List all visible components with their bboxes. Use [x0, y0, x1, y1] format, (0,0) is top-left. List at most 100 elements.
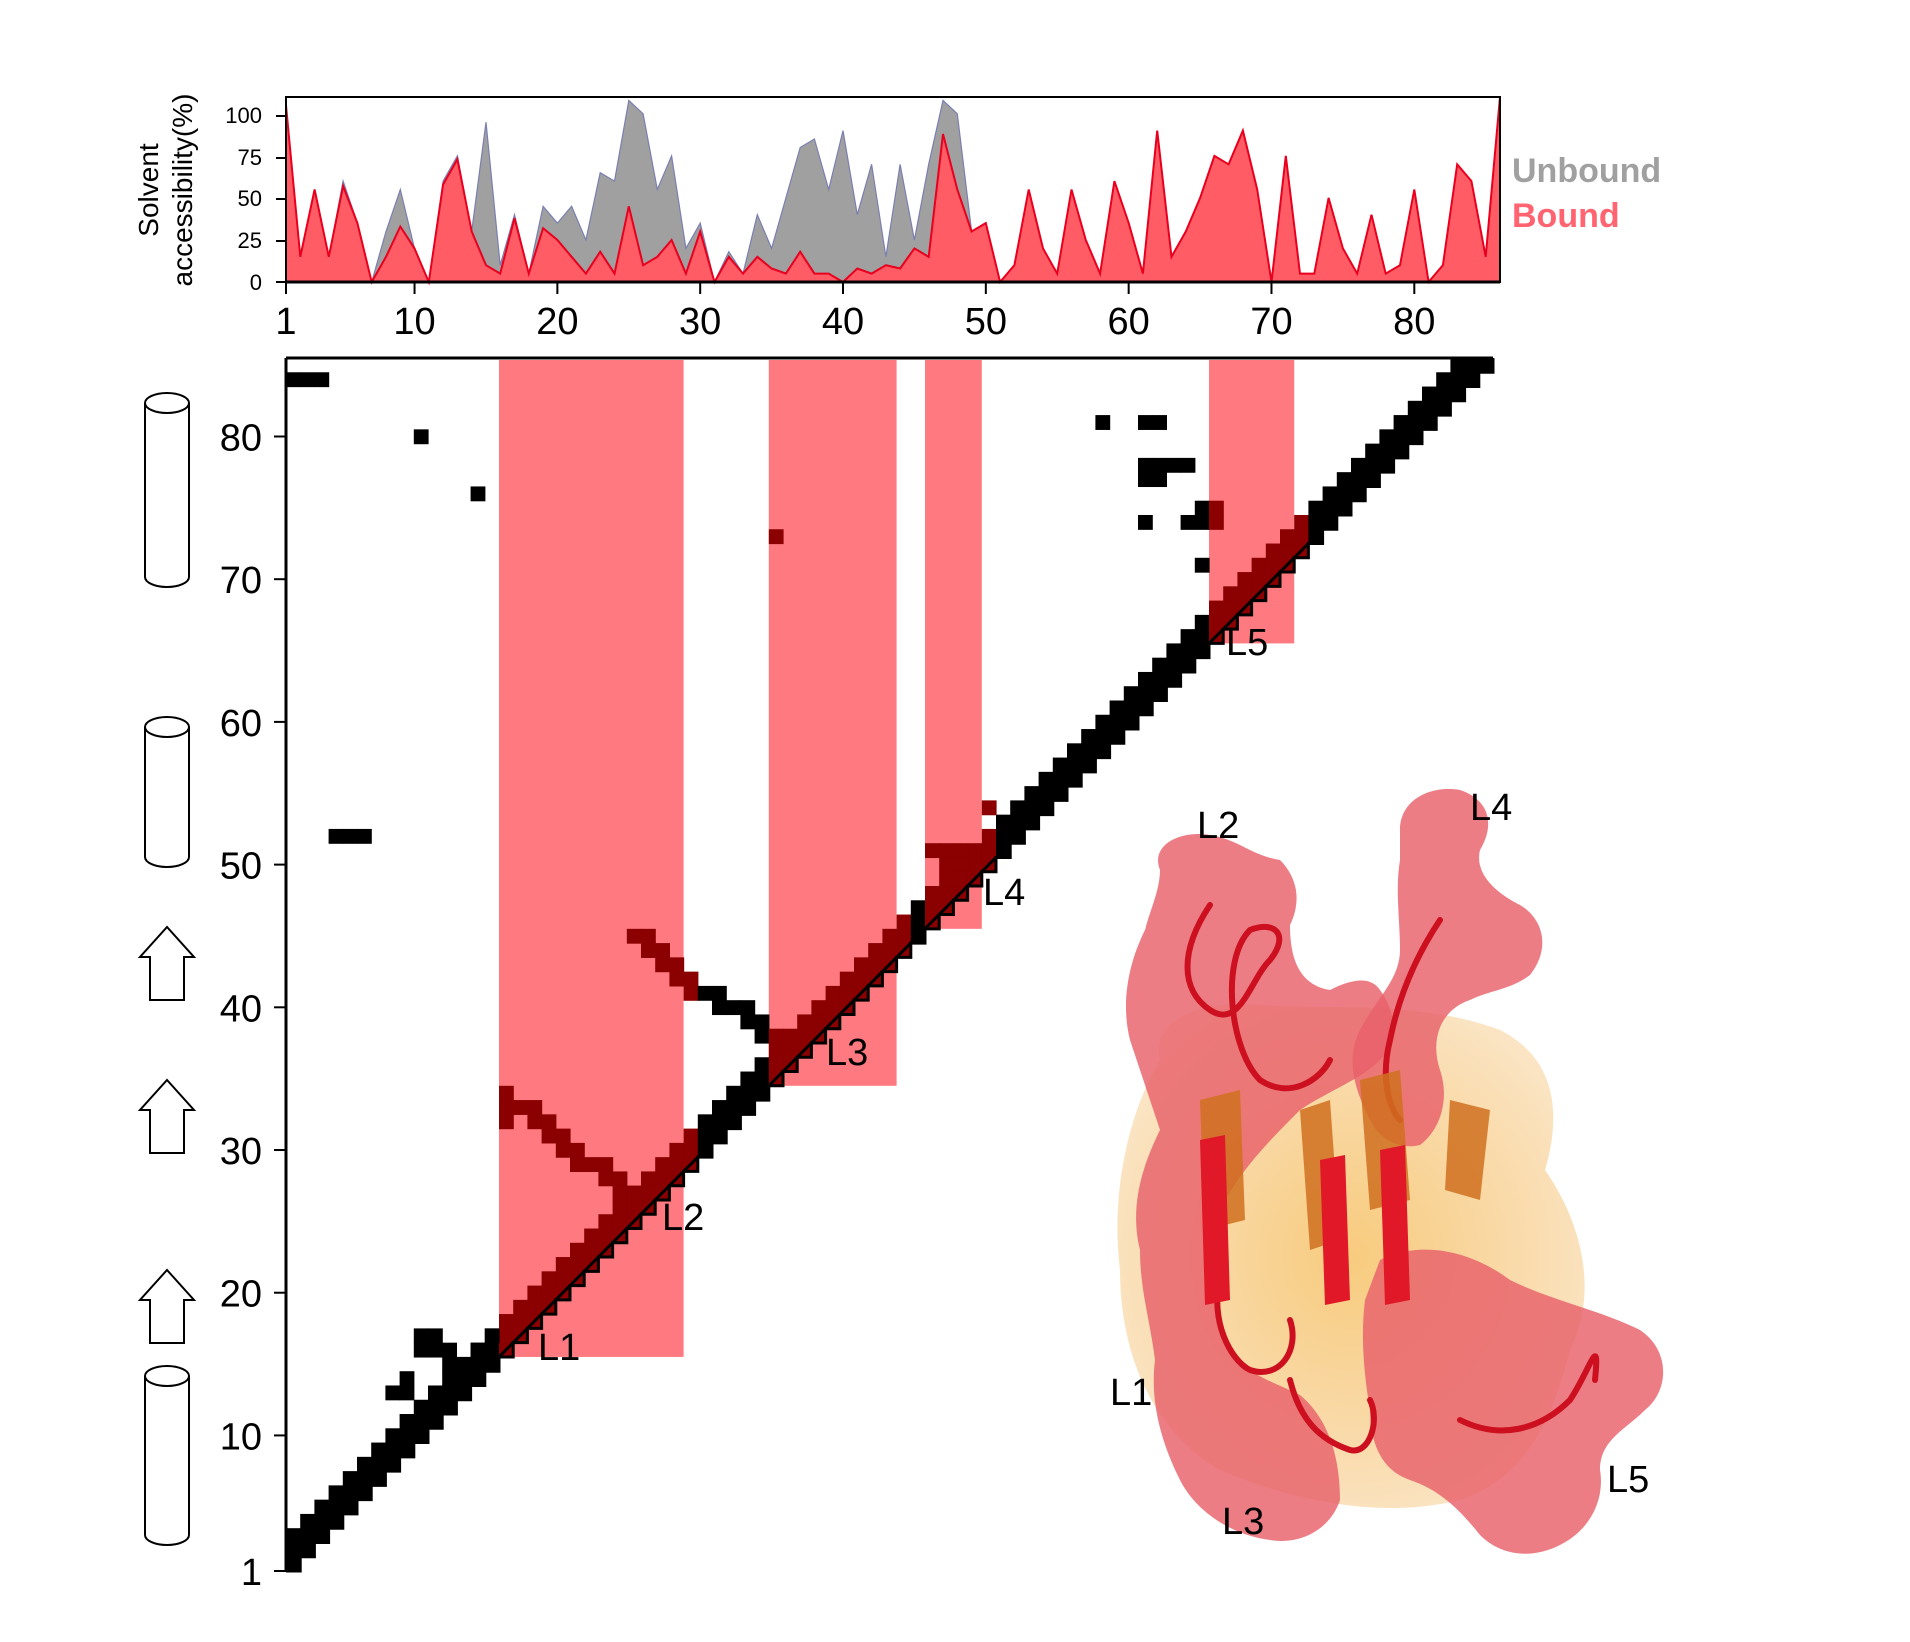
contact-cell: [768, 1028, 784, 1044]
loop-label-l4: L4: [983, 872, 1025, 914]
contact-cell: [342, 1485, 358, 1501]
strand-arrow: [137, 925, 197, 1001]
contact-cell: [442, 1342, 457, 1358]
contact-cell: [527, 1100, 543, 1115]
x-tick-label: 1: [275, 301, 296, 343]
contact-cell: [967, 843, 983, 859]
contact-cell: [1436, 386, 1451, 402]
helix-cylinder: [144, 716, 190, 868]
contact-cell: [428, 1399, 443, 1415]
contact-cell: [669, 1157, 685, 1173]
contact-cell: [669, 1142, 685, 1158]
x-tick-label: 40: [822, 301, 864, 343]
contact-cell: [1223, 600, 1238, 616]
contact-cell: [825, 985, 841, 1001]
contact-cell: [1209, 500, 1224, 516]
contact-cell: [811, 1000, 827, 1016]
contact-cell: [1209, 600, 1224, 616]
contact-cell: [1152, 457, 1167, 473]
contact-cell: [868, 943, 883, 958]
loop-label-l2: L2: [662, 1197, 704, 1239]
contact-cell: [499, 1114, 514, 1130]
contact-cell: [328, 1485, 344, 1501]
contact-cell: [981, 800, 997, 816]
contact-cell: [925, 886, 940, 901]
y-tick-label: 60: [220, 703, 262, 745]
x-tick-label: 10: [393, 301, 435, 343]
structure-label-l4: L4: [1470, 787, 1512, 829]
contact-cell: [953, 871, 969, 887]
contact-cell: [1081, 729, 1096, 744]
contact-cell: [413, 1399, 429, 1415]
contact-cell: [1251, 572, 1267, 587]
contact-cell: [712, 1100, 727, 1115]
contact-cell: [925, 900, 940, 916]
contact-cell: [655, 1171, 670, 1187]
contact-cell: [385, 1385, 401, 1401]
contact-cell: [399, 1385, 415, 1401]
contact-cell: [612, 1199, 628, 1215]
contact-cell: [712, 1114, 727, 1130]
y-tick-50: 50: [238, 186, 262, 211]
contact-cell: [1393, 415, 1409, 430]
contact-cell: [1294, 529, 1309, 545]
contact-cell: [286, 1528, 301, 1544]
contact-cell: [967, 857, 983, 873]
contact-cell: [1280, 529, 1295, 545]
contact-cell: [1166, 657, 1182, 673]
contact-cell: [1081, 743, 1096, 759]
contact-cell: [499, 1314, 514, 1329]
accessibility-y-label-line2: accessibility(%): [167, 94, 198, 287]
contact-cell: [953, 857, 969, 873]
structure-label-l2: L2: [1197, 805, 1239, 847]
contact-cell: [754, 1057, 770, 1073]
contact-cell: [1038, 786, 1054, 801]
contact-cell: [342, 1471, 358, 1486]
contact-cell: [555, 1271, 571, 1287]
contact-cell: [655, 943, 670, 958]
y-tick-75: 75: [238, 145, 262, 170]
contact-cell: [371, 1442, 386, 1458]
legend-bound: Bound: [1512, 197, 1620, 235]
contact-cell: [442, 1356, 457, 1372]
contact-cell: [1407, 400, 1423, 416]
contact-cell: [1024, 786, 1040, 801]
contact-cell: [570, 1257, 585, 1272]
contact-cell: [357, 1471, 372, 1486]
contact-cell: [442, 1371, 457, 1387]
y-tick-label: 30: [220, 1131, 262, 1173]
diagonal-line: [286, 358, 1495, 1573]
contact-cell: [555, 1257, 571, 1272]
loop-highlight-band: [925, 360, 982, 929]
x-tick-label: 30: [679, 301, 721, 343]
helix-cylinder: [144, 392, 190, 588]
y-tick-25: 25: [238, 228, 262, 253]
contact-cell: [584, 1157, 599, 1173]
contact-cell: [527, 1299, 543, 1315]
contact-cell: [1351, 457, 1366, 473]
contact-cell: [399, 1371, 415, 1387]
y-tick-label: 20: [220, 1274, 262, 1316]
contact-cell: [1194, 614, 1210, 630]
strand-arrow: [137, 1078, 197, 1154]
accessibility-y-axis: 100 75 50 25 0: [225, 103, 286, 295]
contact-cell: [910, 914, 926, 930]
contact-cell: [854, 957, 869, 973]
x-tick-label: 60: [1108, 301, 1150, 343]
contact-cell: [839, 985, 855, 1001]
x-tick-label: 20: [536, 301, 578, 343]
contact-cell: [655, 957, 670, 973]
contact-cell: [1052, 757, 1068, 773]
contact-cell: [754, 1028, 770, 1044]
contact-cell: [541, 1271, 557, 1287]
contact-cell: [357, 828, 372, 844]
contact-cell: [882, 928, 898, 944]
contact-cell: [740, 1071, 756, 1087]
loop-label-l5: L5: [1226, 622, 1268, 664]
contact-cell: [1265, 557, 1281, 573]
contact-cell: [328, 828, 344, 844]
x-tick-label: 70: [1250, 301, 1292, 343]
contact-cell: [1095, 415, 1111, 430]
contact-cell: [839, 971, 855, 987]
contact-cell: [314, 372, 330, 388]
